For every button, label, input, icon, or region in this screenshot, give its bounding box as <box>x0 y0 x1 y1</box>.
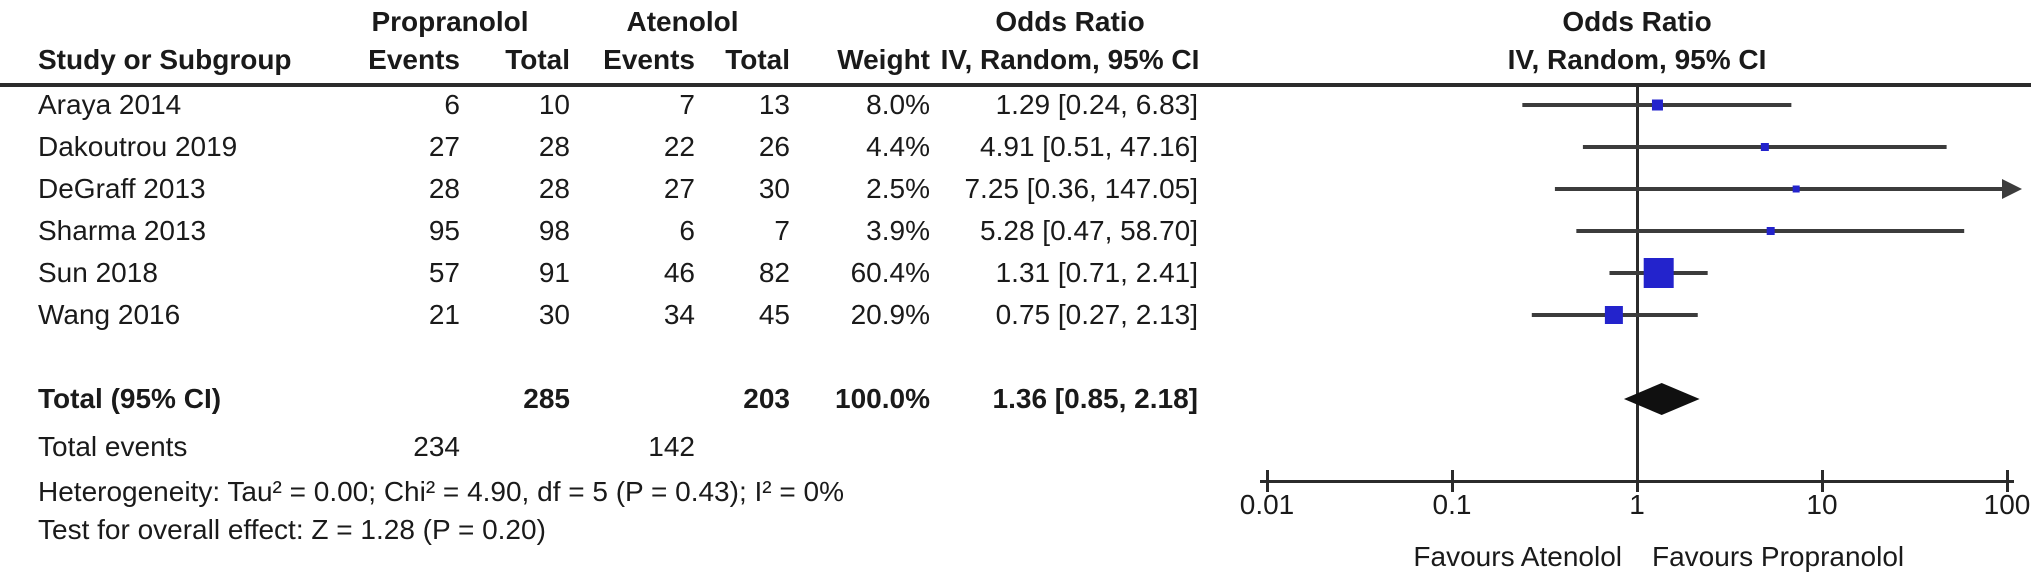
axis-tick-label: 0.01 <box>1240 489 1295 520</box>
table-row: DeGraff 2013 28 28 27 30 2.5% 7.25 [0.36, 147.… <box>0 168 2031 210</box>
total1-cell: 28 <box>538 131 570 162</box>
total1-cell: 91 <box>538 257 570 288</box>
events2-cell: 22 <box>663 131 695 162</box>
total-n2: 203 <box>743 383 790 414</box>
events2-cell: 7 <box>679 89 695 120</box>
events2-cell: 6 <box>679 215 695 246</box>
total-events-1: 234 <box>413 431 460 462</box>
events1-column-header: Events <box>368 44 460 75</box>
study-name: DeGraff 2013 <box>38 173 206 204</box>
total-n1: 285 <box>523 383 570 414</box>
table-row: Sun 2018 57 91 46 82 60.4% 1.31 [0.71, 2.41] <box>0 252 2031 294</box>
total1-cell: 28 <box>538 173 570 204</box>
total-events-row: Total events 234 142 <box>0 426 2031 468</box>
total-events-2: 142 <box>648 431 695 462</box>
events1-cell: 6 <box>444 89 460 120</box>
total2-cell: 82 <box>758 257 790 288</box>
weight-cell: 20.9% <box>850 299 930 330</box>
total2-cell: 26 <box>758 131 790 162</box>
weight-cell: 8.0% <box>866 89 930 120</box>
weight-column-header: Weight <box>837 44 930 75</box>
total1-column-header: Total <box>505 44 570 75</box>
overall-effect-text: Test for overall effect: Z = 1.28 (P = 0… <box>38 514 546 545</box>
table-row: Wang 2016 21 30 34 45 20.9% 0.75 [0.27, 2.13] <box>0 294 2031 336</box>
study-name: Dakoutrou 2019 <box>38 131 238 162</box>
axis-tick-label: 1 <box>1629 489 1645 520</box>
study-marker <box>1651 99 1663 111</box>
events1-cell: 21 <box>428 299 460 330</box>
weight-cell: 3.9% <box>866 215 930 246</box>
events1-cell: 57 <box>428 257 460 288</box>
heterogeneity-row: Heterogeneity: Tau² = 0.00; Chi² = 4.90,… <box>0 471 2031 513</box>
ci-cell: 1.31 [0.71, 2.41] <box>995 257 1198 288</box>
events2-cell: 34 <box>663 299 695 330</box>
axis-tick-label: 10 <box>1806 489 1837 520</box>
total2-cell: 7 <box>774 215 790 246</box>
ci-cell: 4.91 [0.51, 47.16] <box>980 131 1198 162</box>
events2-cell: 46 <box>663 257 695 288</box>
ci-cell: 0.75 [0.27, 2.13] <box>995 299 1198 330</box>
study-marker <box>1792 185 1800 193</box>
study-name: Araya 2014 <box>38 89 182 120</box>
weight-cell: 2.5% <box>866 173 930 204</box>
study-name: Sun 2018 <box>38 257 158 288</box>
study-marker <box>1643 258 1674 288</box>
total1-cell: 10 <box>538 89 570 120</box>
axis-tick-label: 100 <box>1984 489 2031 520</box>
favours-right-label: Favours Propranolol <box>1652 541 1904 572</box>
ci-arrow-right <box>2002 179 2022 199</box>
study-name: Sharma 2013 <box>38 215 207 246</box>
weight-cell: 60.4% <box>850 257 930 288</box>
events2-column-header: Events <box>603 44 695 75</box>
study-column-header: Study or Subgroup <box>38 44 292 75</box>
total1-cell: 98 <box>538 215 570 246</box>
events1-cell: 95 <box>428 215 460 246</box>
table-row: Sharma 2013 95 98 6 7 3.9% 5.28 [0.47, 58.70] <box>0 210 2031 252</box>
favours-left-label: Favours Atenolol <box>1413 541 1622 572</box>
total-row: Total (95% CI) 285 203 100.0% 1.36 [0.85… <box>0 378 2031 420</box>
total-label: Total (95% CI) <box>38 383 222 414</box>
group1-header: Propranolol <box>371 6 529 37</box>
study-marker <box>1760 143 1769 151</box>
events1-cell: 27 <box>428 131 460 162</box>
total-ci: 1.36 [0.85, 2.18] <box>992 383 1198 414</box>
ci-cell: 7.25 [0.36, 147.05] <box>964 173 1198 204</box>
study-marker <box>1604 306 1623 324</box>
total2-cell: 13 <box>758 89 790 120</box>
total2-cell: 30 <box>758 173 790 204</box>
odds-ratio-header-left: Odds Ratio <box>995 6 1145 37</box>
study-name: Wang 2016 <box>38 299 181 330</box>
header-divider <box>0 83 2031 87</box>
table-row: Dakoutrou 2019 27 28 22 26 4.4% 4.91 [0.51, 47… <box>0 126 2031 168</box>
total2-column-header: Total <box>725 44 790 75</box>
total-diamond <box>1623 383 1700 415</box>
odds-ratio-header-right: Odds Ratio <box>1562 6 1712 37</box>
effect-column-header: IV, Random, 95% CI <box>940 44 1200 75</box>
ci-cell: 5.28 [0.47, 58.70] <box>980 215 1198 246</box>
group2-header: Atenolol <box>626 6 739 37</box>
total2-cell: 45 <box>758 299 790 330</box>
ci-cell: 1.29 [0.24, 6.83] <box>995 89 1198 120</box>
heterogeneity-text: Heterogeneity: Tau² = 0.00; Chi² = 4.90,… <box>38 476 844 507</box>
total-weight: 100.0% <box>835 383 930 414</box>
total1-cell: 30 <box>538 299 570 330</box>
study-marker <box>1766 227 1775 235</box>
weight-cell: 4.4% <box>866 131 930 162</box>
events1-cell: 28 <box>428 173 460 204</box>
overall-effect-row: Test for overall effect: Z = 1.28 (P = 0… <box>0 509 2031 551</box>
total-events-label: Total events <box>38 431 188 462</box>
table-row: Araya 2014 6 10 7 13 8.0% 1.29 [0.24, 6.83] <box>0 84 2031 126</box>
plot-effect-header: IV, Random, 95% CI <box>1507 44 1767 75</box>
events2-cell: 27 <box>663 173 695 204</box>
axis-tick-label: 0.1 <box>1433 489 1472 520</box>
